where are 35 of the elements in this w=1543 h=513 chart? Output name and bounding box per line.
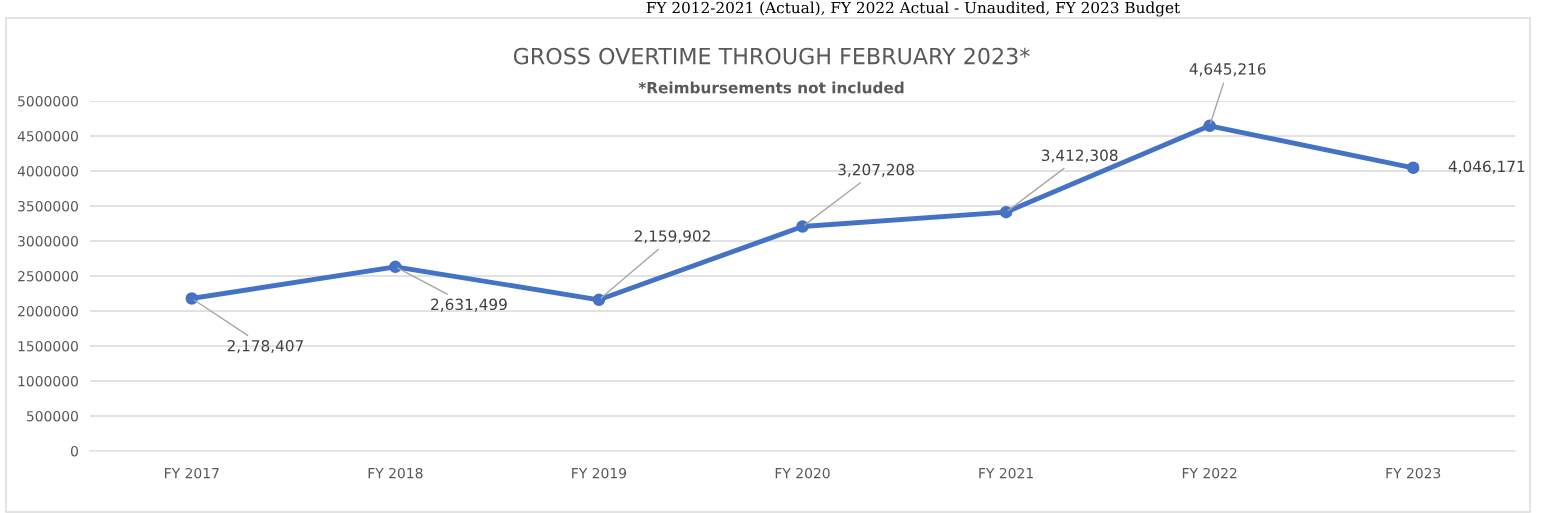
y-tick-label: 5000000 <box>18 95 78 107</box>
y-tick-label: 4500000 <box>17 130 78 142</box>
x-tick-label: FY 2022 <box>1182 467 1237 479</box>
chart-subtitle: *Reimbursements not included <box>638 81 904 94</box>
text: 4,046,171 <box>1448 160 1525 174</box>
x-tick-label: FY 2017 <box>165 467 219 479</box>
y-tick-label: 500000 <box>26 410 78 422</box>
point <box>1203 119 1216 133</box>
y-tick-label: 0 <box>70 445 78 457</box>
y-tick-label: 3000000 <box>18 235 78 247</box>
x-tick-label: FY 2020 <box>775 467 830 479</box>
text: 2,178,407 <box>227 340 303 354</box>
text: FY 2012-2021 (Actual), FY 2022 Actual - Unaudited, FY 2023 Budget <box>646 1 1181 17</box>
chart-title: GROSS OVERTIME THROUGH FEBRUARY 2023* <box>513 47 1030 65</box>
point <box>999 205 1013 219</box>
x-tick-label: FY 2021 <box>979 467 1033 479</box>
text: 2,631,499 <box>431 298 507 312</box>
text: 3,207,208 <box>838 163 914 177</box>
x-tick-label: FY 2023 <box>1386 467 1441 479</box>
y-tick-label: 2000000 <box>18 305 78 317</box>
y-tick-label: 4000000 <box>17 165 78 177</box>
point <box>796 220 809 233</box>
text: 3,412,308 <box>1041 149 1118 163</box>
x-tick-label: FY 2019 <box>572 467 627 479</box>
text: 4,645,216 <box>1189 63 1266 77</box>
point <box>592 293 606 307</box>
y-tick-label: 1000000 <box>18 375 78 387</box>
point <box>1406 161 1420 175</box>
point <box>389 260 402 274</box>
y-tick-label: 2500000 <box>18 270 78 282</box>
point <box>185 292 199 305</box>
y-tick-label: 1500000 <box>18 340 78 352</box>
text: 2,159,902 <box>634 230 710 244</box>
y-tick-label: 3500000 <box>18 200 78 212</box>
x-tick-label: FY 2018 <box>368 467 423 479</box>
